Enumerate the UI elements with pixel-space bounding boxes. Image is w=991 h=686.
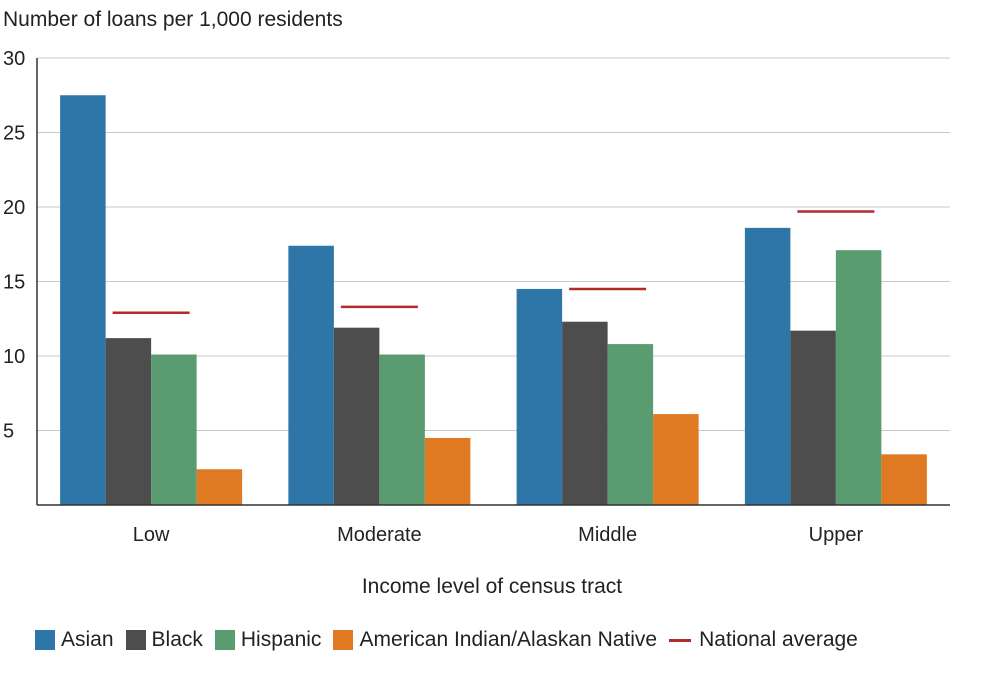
bar-chart: Number of loans per 1,000 residents 5 10 1…	[3, 8, 950, 598]
axes	[36, 58, 950, 506]
legend-item: National average	[669, 628, 858, 652]
bar	[516, 288, 563, 505]
legend-label: Hispanic	[240, 628, 322, 651]
x-tick-label: Upper	[809, 524, 864, 546]
legend-item: Black	[125, 628, 203, 652]
bar	[790, 330, 836, 505]
bar	[424, 437, 471, 505]
bar	[835, 250, 882, 505]
legend-swatch	[214, 630, 235, 650]
legend-label: National average	[699, 628, 858, 651]
x-tick-label: Low	[133, 524, 170, 546]
bar	[379, 354, 425, 505]
legend-line-swatch	[669, 638, 692, 642]
legend-label: Asian	[61, 628, 114, 651]
x-tick-label: Moderate	[337, 524, 422, 546]
y-tick-label: 25	[3, 123, 25, 145]
legend: Asian Black Hispanic American Indian/Alaska…	[35, 628, 870, 652]
legend-item: Hispanic	[214, 628, 322, 652]
legend-swatch	[333, 630, 354, 650]
bars	[60, 95, 927, 506]
national-average-lines	[112, 210, 875, 315]
bar	[653, 414, 699, 505]
legend-item: Asian	[35, 628, 114, 652]
y-axis-title: Number of loans per 1,000 residents	[3, 8, 343, 31]
bar	[288, 245, 334, 506]
bar	[196, 469, 243, 505]
legend-swatch	[35, 630, 55, 650]
bar	[881, 454, 927, 505]
y-tick-label: 30	[3, 48, 25, 70]
y-tick-label: 5	[3, 421, 14, 443]
legend-label: American Indian/Alaskan Native	[359, 628, 658, 651]
bar	[60, 95, 106, 505]
y-tick-label: 15	[3, 272, 25, 294]
y-tick-label: 20	[3, 197, 25, 219]
bar	[607, 344, 654, 505]
legend-swatch	[125, 630, 146, 650]
x-axis-title: Income level of census tract	[362, 575, 622, 598]
legend-label: Black	[151, 628, 203, 651]
bar	[744, 227, 791, 506]
y-tick-label: 10	[3, 346, 25, 368]
bar	[151, 354, 197, 505]
bar	[562, 321, 608, 505]
x-tick-label: Middle	[578, 524, 637, 546]
legend-item: American Indian/Alaskan Native	[333, 628, 657, 652]
bar	[105, 338, 152, 505]
bar	[333, 327, 380, 505]
tick-labels: 5 10 15 20 25 30 Low Moderate Middle Upper	[3, 48, 863, 546]
